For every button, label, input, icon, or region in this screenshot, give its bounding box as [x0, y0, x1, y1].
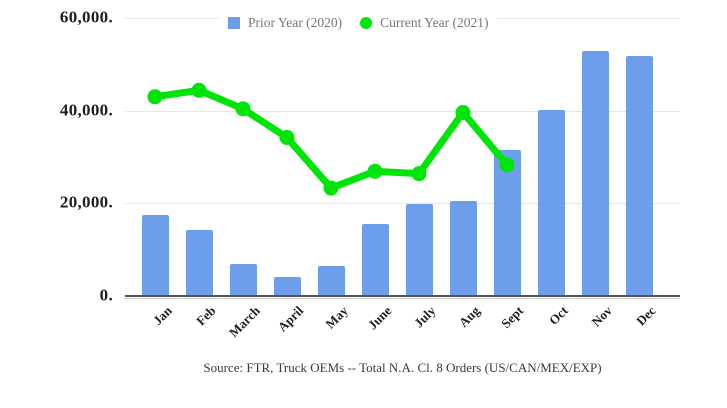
legend-item-current-year: Current Year (2021) [360, 15, 488, 31]
x-tick-label-Nov: Nov [588, 303, 615, 330]
x-tick-label-Sept: Sept [498, 303, 527, 331]
x-tick-label-June: June [365, 303, 395, 333]
source-caption: Source: FTR, Truck OEMs -- Total N.A. Cl… [203, 360, 602, 375]
y-tick-label-60000: 60,000. [59, 7, 113, 27]
line-point-April [279, 130, 295, 146]
x-axis-line [125, 295, 680, 297]
legend-item-prior-year: Prior Year (2020) [228, 15, 342, 31]
bar-Dec [625, 56, 653, 296]
legend-label-current-year: Current Year (2021) [380, 15, 489, 30]
x-tick-label-Feb: Feb [193, 303, 219, 329]
y-tick-label-0: 0. [99, 285, 113, 305]
line-point-Feb [191, 82, 207, 98]
bar-Oct [537, 109, 565, 296]
bar-March [229, 263, 257, 296]
line-point-Aug [455, 105, 471, 121]
x-tick-label-Aug: Aug [455, 303, 483, 330]
x-tick-label-April: April [275, 303, 307, 335]
line-point-Jan [147, 89, 163, 105]
line-point-March [235, 101, 251, 117]
bar-July [405, 203, 433, 296]
x-tick-label-July: July [411, 303, 439, 331]
bar-April [273, 277, 301, 296]
x-axis-line-shadow [125, 298, 680, 299]
plot-area [125, 18, 680, 299]
x-tick-label-May: May [322, 303, 351, 332]
y-tick-label-20000: 20,000. [59, 192, 113, 212]
x-tick-label-Jan: Jan [149, 303, 175, 328]
bar-May [317, 265, 345, 296]
current-year-line [151, 86, 511, 192]
line-point-May [323, 180, 339, 196]
bar-Jan [141, 215, 169, 296]
x-tick-label-Dec: Dec [633, 303, 659, 329]
legend-label-prior-year: Prior Year (2020) [248, 15, 343, 30]
y-axis: 0. 20,000. 40,000. 60,000. [0, 0, 113, 408]
bar-Sept [493, 150, 521, 296]
bar-Aug [449, 200, 477, 296]
line-point-July [411, 166, 427, 182]
x-tick-label-March: March [225, 303, 263, 340]
gridline-20000 [125, 203, 680, 205]
bar-Nov [581, 50, 609, 296]
bar-Feb [185, 230, 213, 296]
line-point-June [367, 163, 383, 179]
bar-June [361, 223, 389, 296]
legend: Prior Year (2020) Current Year (2021) [219, 12, 498, 34]
y-tick-label-40000: 40,000. [59, 100, 113, 120]
prior-year-swatch-icon [228, 17, 240, 29]
x-tick-label-Oct: Oct [545, 303, 571, 328]
current-year-swatch-icon [360, 17, 373, 29]
x-axis: Jan Feb March April May June July Aug Sept Oct Nov… [125, 303, 680, 353]
